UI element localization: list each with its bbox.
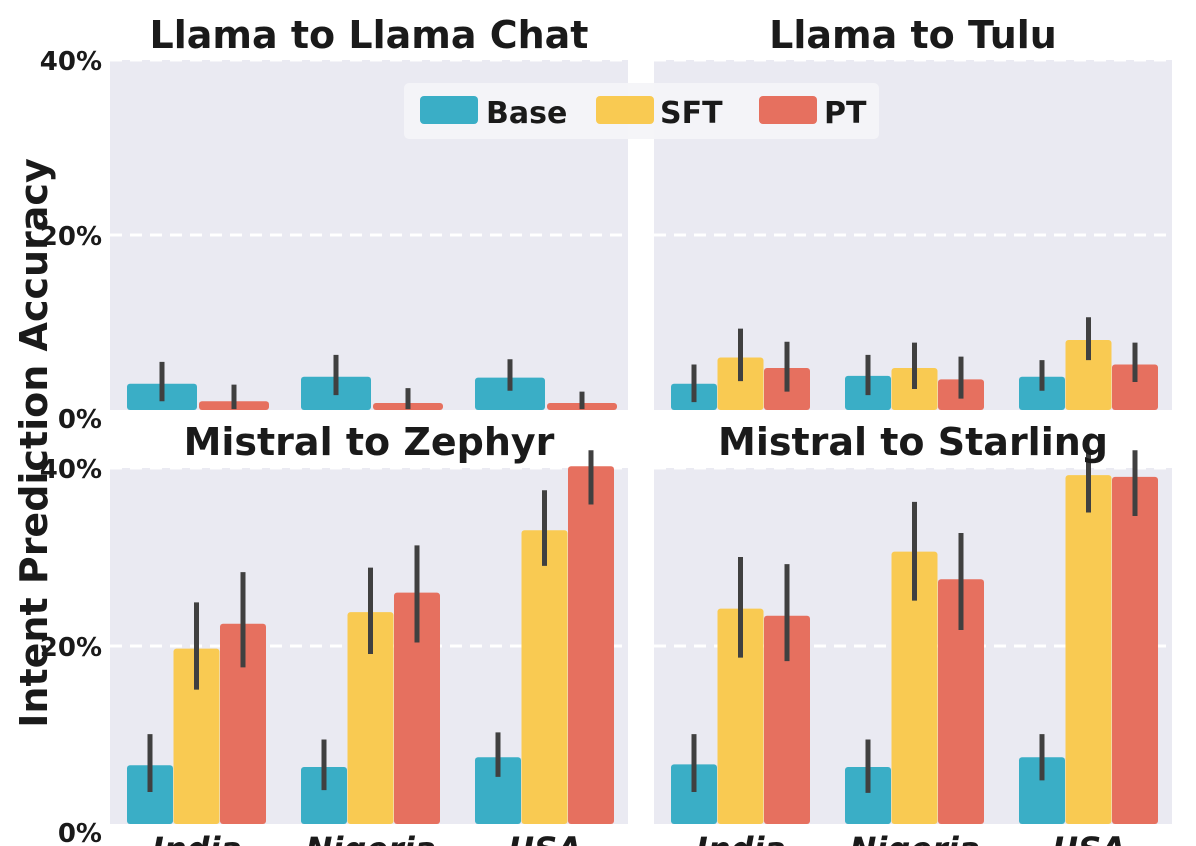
bar-mistral-to-zephyr-nigeria-sft (347, 612, 394, 824)
legend-label-sft: SFT (660, 96, 723, 131)
bar-mistral-to-starling-nigeria-pt (938, 579, 984, 824)
bar-mistral-to-starling-usa-sft (1065, 475, 1112, 824)
legend: Base SFT PT (404, 83, 879, 139)
bar-mistral-to-starling-india-pt (764, 615, 810, 824)
panel-title-llama-to-llama-chat: Llama to Llama Chat (150, 13, 589, 57)
y-tick-top-20: 20% (40, 222, 102, 252)
x-tick-mistral-to-zephyr-nigeria: Nigeria (306, 830, 437, 846)
legend-label-pt: PT (824, 96, 867, 131)
panel-title-llama-to-tulu: Llama to Tulu (769, 13, 1057, 57)
panel-title-mistral-to-starling: Mistral to Starling (718, 420, 1108, 464)
legend-label-base: Base (486, 96, 567, 131)
panel-llama-to-llama-chat: Llama to Llama Chat (110, 13, 628, 410)
bar-mistral-to-zephyr-india-pt (220, 623, 266, 824)
y-axis-label: Intent Prediction Accuracy (12, 158, 56, 728)
bar-llama-to-tulu-usa-pt (1112, 364, 1158, 410)
y-tick-top-40: 40% (40, 47, 102, 77)
bar-llama-to-tulu-usa-base (1019, 376, 1065, 410)
bar-mistral-to-starling-nigeria-sft (891, 551, 938, 824)
x-tick-mistral-to-starling-nigeria: Nigeria (850, 830, 981, 846)
panel-mistral-to-zephyr: Mistral to Zephyr (110, 420, 628, 824)
panel-title-mistral-to-zephyr: Mistral to Zephyr (184, 420, 555, 464)
legend-swatch-pt (759, 96, 817, 124)
bar-mistral-to-zephyr-usa-base (475, 757, 521, 824)
bar-mistral-to-starling-india-sft (717, 608, 764, 824)
x-tick-mistral-to-starling-india: India (696, 830, 786, 846)
bar-mistral-to-zephyr-usa-sft (521, 530, 568, 824)
y-tick-top-0: 0% (58, 405, 102, 435)
panel-mistral-to-starling: Mistral to Starling (654, 420, 1172, 824)
bar-mistral-to-zephyr-nigeria-base (301, 767, 347, 824)
x-tick-labels: India Nigeria USA India Nigeria USA (152, 830, 1126, 846)
bar-llama-to-tulu-usa-sft (1065, 340, 1112, 410)
y-tick-labels: 0% 20% 40% 0% 20% 40% (40, 47, 102, 846)
x-tick-mistral-to-starling-usa: USA (1052, 830, 1126, 846)
legend-swatch-base (420, 96, 478, 124)
bar-llama-to-llama-chat-usa-base (475, 377, 545, 410)
bar-mistral-to-zephyr-nigeria-pt (394, 592, 440, 824)
y-tick-bottom-40: 40% (40, 455, 102, 485)
y-tick-bottom-0: 0% (58, 819, 102, 846)
bar-llama-to-tulu-india-sft (717, 357, 764, 410)
x-tick-mistral-to-zephyr-india: India (152, 830, 242, 846)
panel-llama-to-tulu: Llama to Tulu (654, 13, 1172, 410)
bar-mistral-to-starling-usa-pt (1112, 476, 1158, 824)
bar-mistral-to-zephyr-usa-pt (568, 466, 614, 824)
bar-mistral-to-zephyr-india-sft (173, 648, 220, 824)
legend-swatch-sft (596, 96, 654, 124)
bar-mistral-to-starling-nigeria-base (845, 767, 891, 824)
x-tick-mistral-to-zephyr-usa: USA (508, 830, 582, 846)
bar-mistral-to-zephyr-india-base (127, 765, 173, 824)
y-tick-bottom-20: 20% (40, 633, 102, 663)
bar-mistral-to-starling-usa-base (1019, 757, 1065, 824)
bar-mistral-to-starling-india-base (671, 764, 717, 824)
